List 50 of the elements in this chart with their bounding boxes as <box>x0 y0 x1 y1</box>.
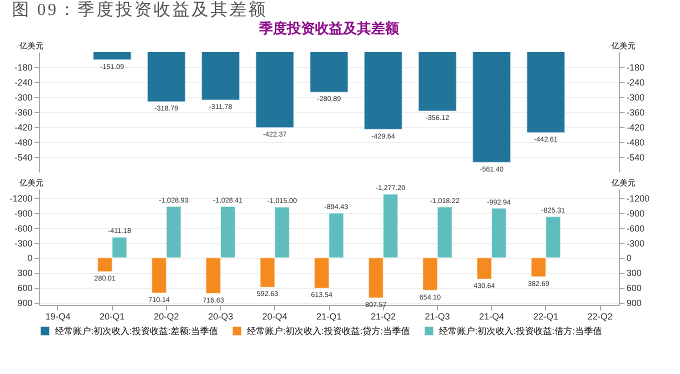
legend-label: 经常账户:初次收入:投资收益:贷方:当季值 <box>247 326 410 336</box>
y-tick-label: -900 <box>14 208 32 218</box>
y-tick-label: -180 <box>14 62 32 72</box>
y-tick-label: -480 <box>14 138 32 148</box>
y-tick-label: -420 <box>14 122 32 132</box>
y-tick-label: 600 <box>17 283 32 294</box>
y2-tick-label: -240 <box>626 78 645 88</box>
y2-tick-label: -360 <box>626 108 645 118</box>
y2-tick-label: -180 <box>626 62 645 72</box>
y-tick-label: -540 <box>14 152 32 162</box>
x-tick-label: 20-Q3 <box>208 312 234 322</box>
y-tick-label: -300 <box>14 238 32 248</box>
y2-tick-label: -420 <box>626 122 645 132</box>
y2-tick-label: 0 <box>626 253 632 264</box>
legend-label: 经常账户:初次收入:投资收益:差额:当季值 <box>55 326 218 336</box>
y-tick-label: 300 <box>17 268 32 278</box>
x-tick-label: 22-Q2 <box>588 312 613 322</box>
chart-title: 图 09：季度投资收益及其差额 <box>11 0 268 20</box>
y-tick-label: -300 <box>14 92 32 102</box>
y-axis-title: 亿美元 <box>18 178 44 188</box>
y2-tick-label: -900 <box>626 208 645 218</box>
x-tick-label: 22-Q1 <box>533 312 558 322</box>
x-tick-label: 21-Q4 <box>479 312 504 322</box>
chart-subtitle: 季度投资收益及其差额 <box>258 20 400 36</box>
y2-tick-label: 300 <box>626 268 642 278</box>
y-tick-label: -360 <box>14 108 32 118</box>
y2-axis-title: 亿美元 <box>610 178 636 188</box>
x-tick-label: 21-Q3 <box>424 312 450 322</box>
x-tick-label: 21-Q2 <box>370 312 396 322</box>
y2-tick-label: -300 <box>626 238 645 248</box>
y-tick-label: -240 <box>14 78 32 88</box>
y-tick-label: -1200 <box>9 193 32 204</box>
y-axis-title: 亿美元 <box>18 42 44 50</box>
legend-label: 经常账户:初次收入:投资收益:借方:当季值 <box>439 326 602 336</box>
y2-tick-label: -1200 <box>626 193 650 204</box>
y2-tick-label: -540 <box>626 152 645 162</box>
y-tick-label: 900 <box>17 298 32 308</box>
x-tick-label: 19-Q4 <box>45 312 70 322</box>
x-tick-label: 20-Q2 <box>154 312 179 322</box>
y2-tick-label: 900 <box>626 298 642 308</box>
y2-axis-title: 亿美元 <box>610 42 636 50</box>
y-tick-label: 0 <box>27 253 32 264</box>
y2-tick-label: -300 <box>626 92 645 102</box>
y2-tick-label: -600 <box>626 223 645 234</box>
x-tick-label: 21-Q1 <box>316 312 342 322</box>
y2-tick-label: -480 <box>626 138 645 148</box>
x-tick-label: 20-Q4 <box>262 312 288 322</box>
x-tick-label: 20-Q1 <box>100 312 125 322</box>
y2-tick-label: 600 <box>626 283 642 294</box>
y-tick-label: -600 <box>14 223 32 234</box>
